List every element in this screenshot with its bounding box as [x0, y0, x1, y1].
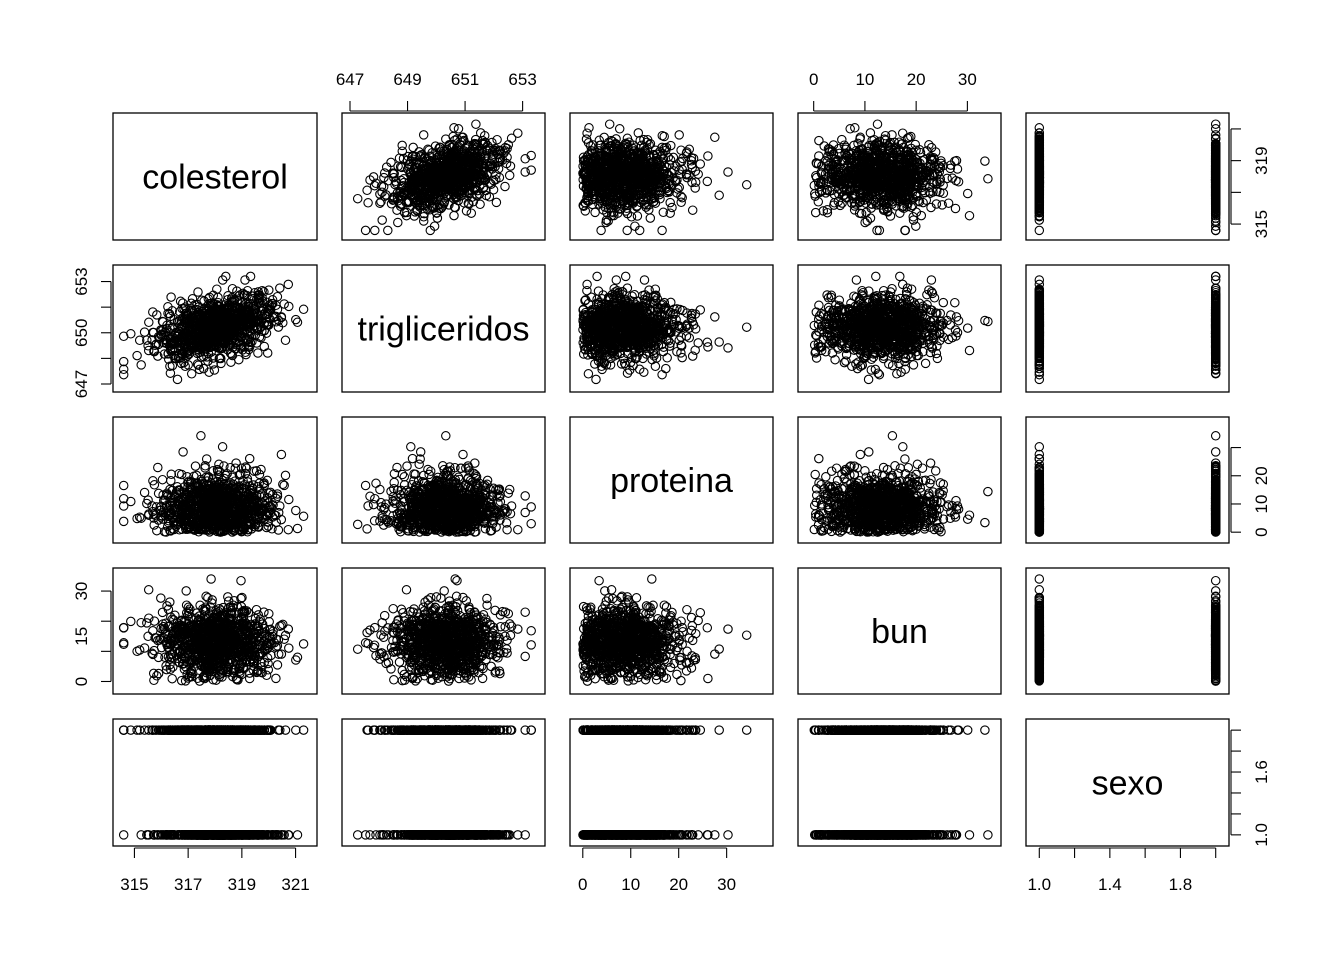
data-point	[668, 203, 676, 211]
data-point	[219, 276, 227, 284]
data-point	[591, 208, 599, 216]
panel-colesterol-vs-bun	[798, 113, 1001, 240]
panel-colesterol-vs-sexo	[1026, 113, 1229, 240]
data-point	[120, 365, 128, 373]
data-point	[815, 136, 823, 144]
data-point	[964, 189, 972, 197]
data-point	[595, 136, 603, 144]
data-point	[1035, 226, 1043, 234]
data-point	[689, 206, 697, 214]
data-point	[394, 218, 402, 226]
data-point	[527, 166, 535, 174]
data-point	[658, 226, 666, 234]
data-point	[901, 226, 909, 234]
data-point	[711, 133, 719, 141]
data-point	[420, 131, 428, 139]
data-point	[450, 211, 458, 219]
data-point	[364, 199, 372, 207]
data-point	[597, 226, 605, 234]
data-point	[506, 171, 514, 179]
data-point	[951, 204, 959, 212]
data-point	[724, 168, 732, 176]
panel-colesterol-vs-trigliceridos	[342, 113, 545, 240]
data-point	[666, 198, 674, 206]
panel-colesterol-vs-proteina	[570, 113, 773, 240]
data-point	[127, 330, 135, 338]
data-point	[514, 129, 522, 137]
panel-frame	[1026, 113, 1229, 240]
data-point	[501, 182, 509, 190]
data-point	[361, 226, 369, 234]
data-point	[703, 177, 711, 185]
data-point	[371, 226, 379, 234]
data-point	[354, 195, 362, 203]
data-point	[472, 120, 480, 128]
data-point	[467, 209, 475, 217]
data-point	[812, 208, 820, 216]
panel-trigliceridos-vs-colesterol	[113, 265, 317, 392]
data-point	[606, 120, 614, 128]
data-point	[583, 129, 591, 137]
data-point	[984, 175, 992, 183]
variable-label-colesterol: colesterol	[142, 159, 288, 197]
data-point	[623, 226, 631, 234]
data-point	[873, 120, 881, 128]
data-point	[633, 212, 641, 220]
data-point	[521, 168, 529, 176]
data-point	[743, 181, 751, 189]
data-point	[299, 305, 307, 313]
data-point	[493, 136, 501, 144]
data-point	[981, 157, 989, 165]
data-point	[384, 226, 392, 234]
data-point	[616, 125, 624, 133]
data-point	[363, 186, 371, 194]
data-point	[715, 191, 723, 199]
data-point	[899, 129, 907, 137]
data-point	[600, 133, 608, 141]
data-point	[378, 216, 386, 224]
data-point	[675, 131, 683, 139]
data-point	[965, 212, 973, 220]
data-point	[276, 284, 284, 292]
data-point	[646, 214, 654, 222]
data-point	[409, 143, 417, 151]
data-point	[704, 152, 712, 160]
scatterplot-matrix: colesteroltrigliceridosproteinabunsexo31…	[0, 0, 1344, 960]
panel-colesterol-vs-colesterol: colesterol	[113, 113, 317, 240]
data-point	[492, 198, 500, 206]
data-point	[888, 131, 896, 139]
data-point	[264, 349, 272, 357]
data-point	[585, 124, 593, 132]
data-point	[581, 207, 589, 215]
